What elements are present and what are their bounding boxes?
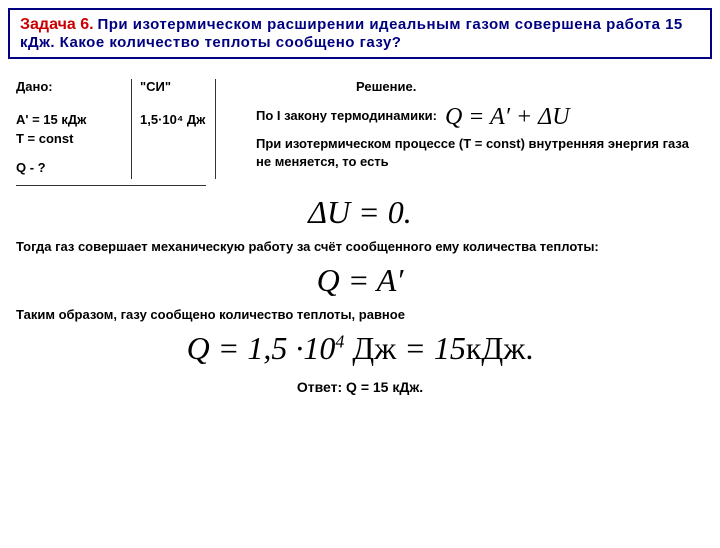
final-q: Q xyxy=(187,330,210,366)
final-eq1: = 1,5 ·10 xyxy=(210,330,336,366)
first-law-row: По I закону термодинамики: Q = A′ + ΔU xyxy=(256,104,704,131)
final-formula: Q = 1,5 ·104 Дж = 15кДж. xyxy=(16,330,704,367)
content-area: Дано: A' = 15 кДж T = const Q - ? "СИ" 1… xyxy=(0,67,720,403)
solution-column: Решение. По I закону термодинамики: Q = … xyxy=(236,79,704,179)
answer-text: Ответ: Q = 15 кДж. xyxy=(16,379,704,395)
first-law-formula: Q = A′ + ΔU xyxy=(445,104,570,131)
first-law-text: По I закону термодинамики: xyxy=(256,108,437,123)
isothermal-text: При изотермическом процессе (T = const) … xyxy=(256,135,704,171)
q-equals-a-formula: Q = A′ xyxy=(16,262,704,299)
given-label: Дано: xyxy=(16,79,111,94)
delta-u-formula: ΔU = 0. xyxy=(16,194,704,231)
final-exp: 4 xyxy=(335,331,344,351)
thus-text: Таким образом, газу сообщено количество … xyxy=(16,307,704,322)
given-find: Q - ? xyxy=(16,160,111,175)
problem-text: При изотермическом расширении идеальным … xyxy=(20,16,683,51)
given-section: Дано: A' = 15 кДж T = const Q - ? "СИ" 1… xyxy=(16,79,704,179)
given-underline xyxy=(16,185,206,186)
given-temp: T = const xyxy=(16,131,111,146)
given-column: Дано: A' = 15 кДж T = const Q - ? xyxy=(16,79,111,179)
solution-label: Решение. xyxy=(356,79,704,94)
si-column: "СИ" 1,5·10⁴ Дж xyxy=(131,79,216,179)
problem-statement-box: Задача 6. При изотермическом расширении … xyxy=(8,8,712,59)
si-label: "СИ" xyxy=(140,79,216,94)
problem-number: Задача 6. xyxy=(20,16,94,33)
final-unit1: Дж xyxy=(344,330,396,366)
given-work: A' = 15 кДж xyxy=(16,112,111,127)
final-eq2: = 15 xyxy=(396,330,466,366)
then-text: Тогда газ совершает механическую работу … xyxy=(16,239,704,254)
si-work: 1,5·10⁴ Дж xyxy=(140,112,216,127)
final-unit2: кДж. xyxy=(466,330,533,366)
